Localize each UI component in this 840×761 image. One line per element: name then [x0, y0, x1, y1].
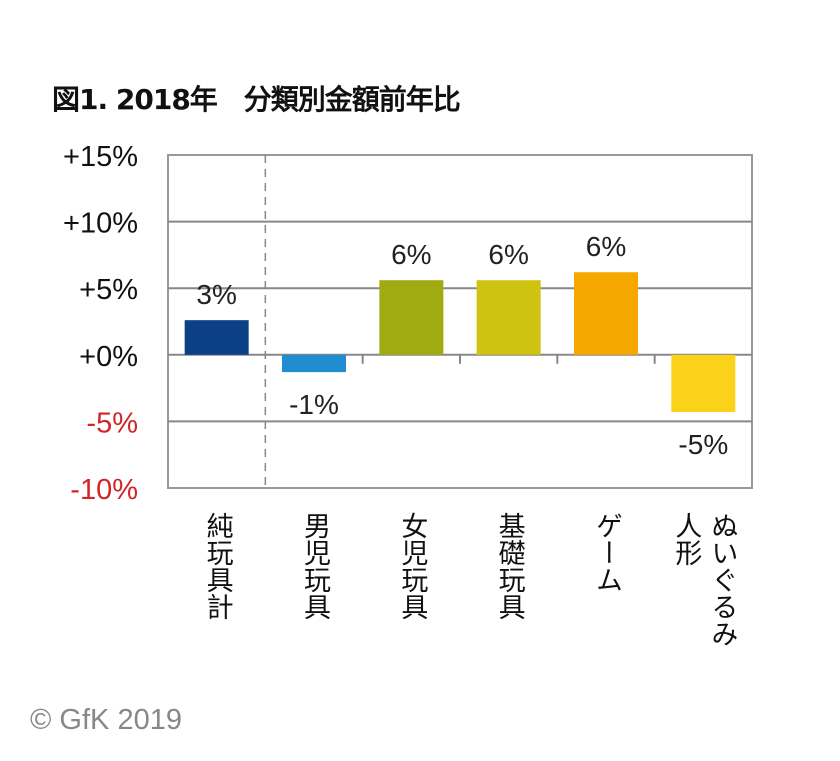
bar: [184, 320, 249, 355]
category-label: 男児玩具: [299, 512, 330, 620]
plot-area: [167, 154, 753, 489]
data-label: 6%: [586, 231, 626, 262]
bar: [671, 354, 736, 413]
copyright: © GfK 2019: [30, 704, 182, 736]
data-label: -1%: [289, 389, 339, 420]
data-label: 6%: [488, 239, 528, 270]
chart-title: 図1. 2018年 分類別金額前年比: [52, 83, 461, 116]
category-label: 女児玩具: [396, 512, 428, 620]
y-tick-label: +5%: [79, 274, 138, 306]
y-tick-label: -5%: [86, 407, 138, 439]
y-tick-label: +15%: [63, 141, 138, 173]
bar: [574, 272, 638, 355]
y-tick-label: +10%: [63, 208, 138, 240]
data-label: 3%: [196, 279, 236, 310]
category-label: ゲーム: [591, 512, 622, 593]
bar: [282, 354, 346, 373]
data-label: 6%: [391, 239, 431, 270]
category-label: ぬいぐるみ 人形: [670, 512, 738, 647]
y-tick-label: +0%: [79, 341, 138, 373]
category-label: 純玩具計: [201, 512, 233, 620]
bar: [379, 280, 444, 355]
category-label: 基礎玩具: [493, 512, 525, 620]
data-label: -5%: [678, 429, 728, 460]
y-tick-label: -10%: [70, 474, 138, 506]
bar: [476, 280, 541, 355]
